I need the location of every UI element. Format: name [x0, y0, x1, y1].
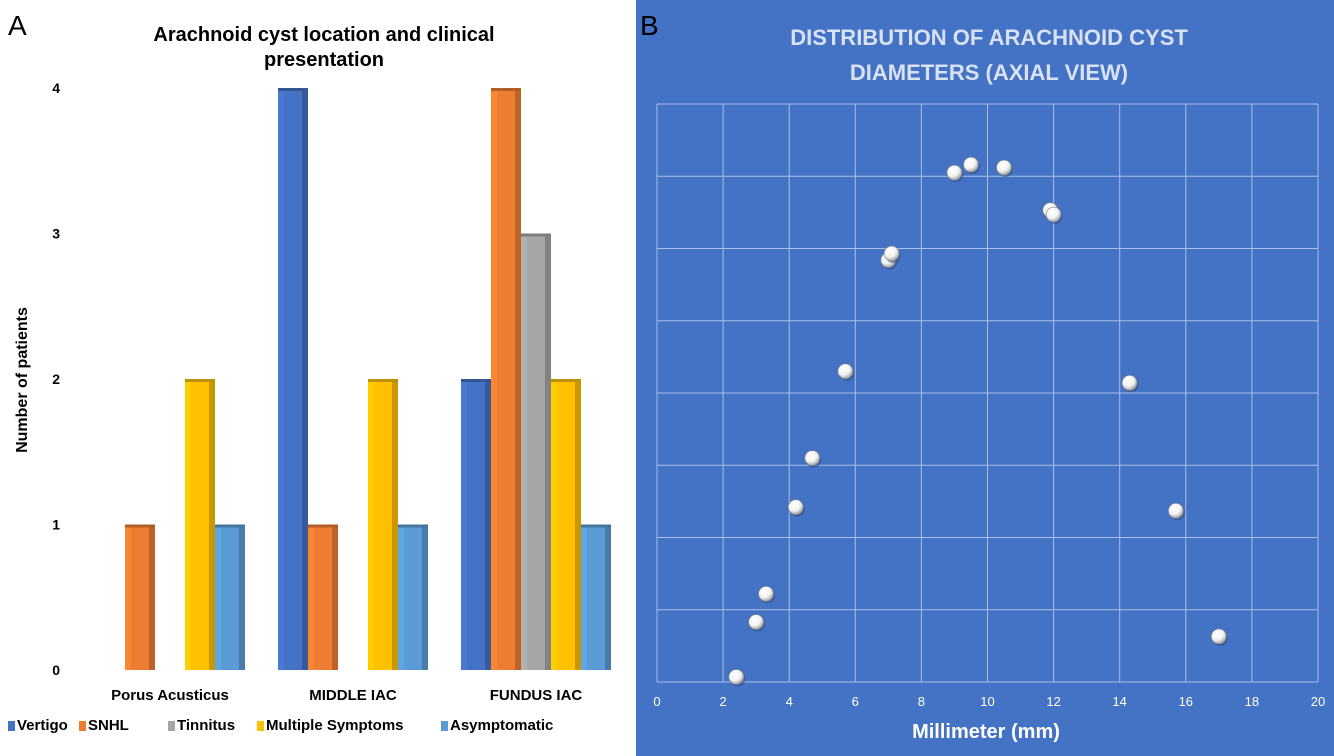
legend-swatch	[441, 721, 448, 731]
legend-swatch	[8, 721, 15, 731]
scatter-point	[883, 245, 901, 264]
bar	[278, 88, 308, 670]
scatter-point	[963, 156, 980, 175]
bar	[461, 379, 491, 670]
x-tick-label: 10	[980, 694, 994, 709]
legend-entry: Asymptomatic	[450, 717, 553, 734]
category-label: FUNDUS IAC	[490, 687, 583, 704]
panel-a-bar-chart: A Arachnoid cyst location and clinical p…	[8, 10, 611, 734]
bar	[125, 524, 155, 670]
bar	[308, 524, 338, 670]
scatter-point	[996, 159, 1014, 178]
x-tick-label: 12	[1046, 694, 1060, 709]
scatter-point	[837, 363, 855, 381]
legend-swatch	[168, 721, 175, 731]
scatter-point	[758, 586, 776, 604]
x-tick-label: 8	[918, 694, 925, 709]
panel-a-bars	[125, 88, 611, 670]
bar	[398, 524, 428, 670]
panel-b-x-axis-label: Millimeter (mm)	[912, 721, 1060, 743]
bar	[368, 379, 398, 670]
panel-a-y-axis-label: Number of patients	[14, 307, 31, 453]
bar	[551, 379, 581, 670]
scatter-point	[946, 164, 964, 183]
legend-swatch	[79, 721, 86, 731]
bar	[491, 88, 521, 670]
panel-b-scatter-chart: B DISTRIBUTION OF ARACHNOID CYST DIAMETE…	[636, 0, 1334, 756]
panel-b-title-line-2: DIAMETERS (AXIAL VIEW)	[850, 60, 1128, 85]
panel-b-points	[728, 156, 1228, 687]
scatter-point	[1045, 206, 1063, 225]
panel-b-title-line-1: DISTRIBUTION OF ARACHNOID CYST	[790, 25, 1188, 50]
legend-swatch	[257, 721, 264, 731]
y-tick-label: 2	[52, 371, 60, 387]
panel-b-background	[636, 0, 1334, 756]
x-tick-label: 16	[1179, 694, 1193, 709]
legend-entry: Vertigo	[17, 717, 68, 734]
y-tick-label: 1	[52, 517, 60, 533]
panel-a-title-line-1: Arachnoid cyst location and clinical	[153, 24, 494, 46]
x-tick-label: 18	[1245, 694, 1259, 709]
panel-a-axes: 0 1 2 3 4 Porus Acusticus MIDDLE IAC FUNDUS IAC	[52, 80, 582, 704]
bar	[185, 379, 215, 670]
scatter-point	[1211, 628, 1228, 646]
scatter-point	[1121, 375, 1139, 393]
scatter-point	[788, 499, 805, 517]
category-label: MIDDLE IAC	[309, 687, 397, 704]
x-tick-label: 2	[719, 694, 726, 709]
legend-entry: Tinnitus	[177, 717, 235, 734]
panel-a-label: A	[8, 10, 27, 41]
panel-b-grid: 0 2 4 6 8 10 12 14 16 18 20	[653, 103, 1325, 709]
scatter-point	[804, 450, 822, 468]
panel-a-legend: Vertigo SNHL Tinnitus Multiple Symptoms Asym…	[8, 717, 553, 734]
x-tick-label: 0	[653, 694, 660, 709]
x-tick-label: 20	[1311, 694, 1325, 709]
y-tick-label: 4	[52, 80, 60, 96]
x-tick-label: 14	[1112, 694, 1126, 709]
y-tick-label: 3	[52, 226, 60, 242]
x-tick-label: 4	[786, 694, 793, 709]
category-label: Porus Acusticus	[111, 687, 229, 704]
legend-entry: SNHL	[88, 717, 129, 734]
x-tick-label: 6	[852, 694, 859, 709]
scatter-point	[1168, 502, 1185, 521]
panel-a-title-line-2: presentation	[264, 49, 384, 71]
y-tick-label: 0	[52, 662, 60, 678]
legend-entry: Multiple Symptoms	[266, 717, 404, 734]
scatter-point	[748, 614, 766, 632]
panel-b-label: B	[640, 10, 659, 41]
bar	[521, 233, 551, 670]
bar	[581, 524, 611, 670]
scatter-point	[728, 669, 746, 687]
bar	[215, 524, 245, 670]
